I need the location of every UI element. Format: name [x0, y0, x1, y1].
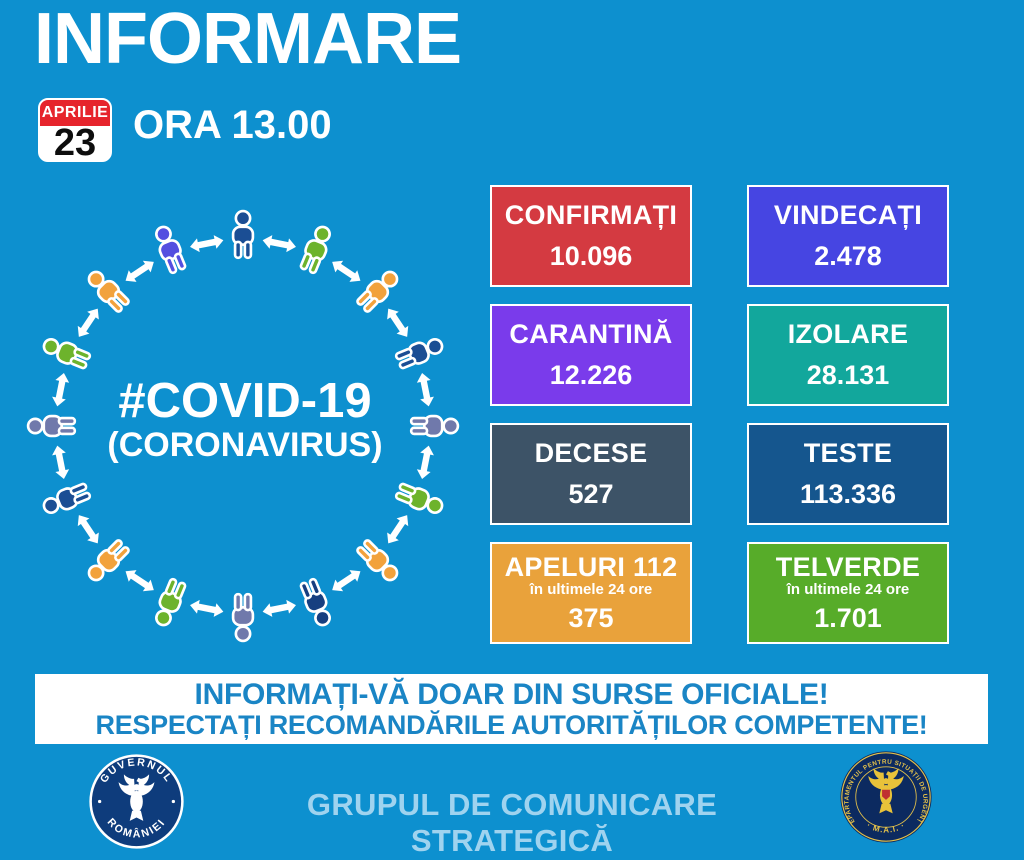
calendar-month: APRILIE — [40, 100, 110, 126]
person-icon — [356, 270, 399, 313]
coronavirus-label: (CORONAVIRUS) — [107, 426, 383, 465]
stat-sublabel: în ultimele 24 ore — [529, 580, 653, 598]
dsu-mai-logo: DEPARTAMENTUL PENTRU SITUAȚII DE URGENȚĂ… — [838, 749, 932, 843]
banner-line-2: RESPECTAȚI RECOMANDĂRILE AUTORITĂȚILOR C… — [95, 709, 928, 740]
stat-sublabel: în ultimele 24 ore — [786, 580, 910, 598]
time-label: ORA 13.00 — [133, 103, 332, 147]
stat-value: 113.336 — [799, 479, 897, 509]
stat-value: 375 — [568, 602, 614, 633]
double-arrow-icon — [262, 599, 296, 617]
person-icon — [299, 577, 331, 627]
stat-box: CONFIRMAȚI 10.096 — [490, 185, 692, 287]
person-icon — [155, 577, 187, 627]
double-arrow-icon — [52, 373, 70, 407]
person-icon — [155, 225, 187, 275]
stat-value: 2.478 — [814, 241, 882, 271]
double-arrow-icon — [190, 235, 224, 253]
person-icon — [356, 539, 399, 582]
person-icon — [87, 270, 130, 313]
person-icon — [394, 482, 444, 514]
double-arrow-icon — [387, 308, 409, 337]
dsu-logo-arc-bottom-text: · M.A.I. · — [865, 821, 906, 835]
stat-label: VINDECAȚI — [773, 200, 923, 230]
stat-box: IZOLARE 28.131 — [747, 304, 949, 406]
stat-box: TELVERDE în ultimele 24 ore 1.701 — [747, 542, 949, 644]
diagram-caption: #COVID-19 (CORONAVIRUS) — [10, 374, 480, 465]
person-icon — [42, 482, 92, 514]
stat-label: CARANTINĂ — [509, 319, 673, 349]
official-sources-banner: INFORMAȚI-VĂ DOAR DIN SURSE OFICIALE! RE… — [35, 674, 988, 744]
transmission-circle-diagram: #COVID-19 (CORONAVIRUS) — [10, 198, 480, 658]
double-arrow-icon — [262, 235, 296, 253]
double-arrow-icon — [190, 599, 224, 617]
stat-box: APELURI 112 în ultimele 24 ore 375 — [490, 542, 692, 644]
calendar-day: 23 — [40, 124, 110, 160]
double-arrow-icon — [332, 570, 361, 592]
stat-box: TESTE 113.336 — [747, 423, 949, 525]
stat-label: DECESE — [534, 438, 648, 468]
double-arrow-icon — [416, 445, 434, 479]
person-icon — [26, 414, 77, 438]
stat-value: 10.096 — [549, 241, 633, 271]
stat-value: 527 — [568, 479, 614, 509]
double-arrow-icon — [125, 570, 154, 592]
stat-label: IZOLARE — [787, 319, 909, 349]
stat-label: APELURI 112 — [504, 552, 678, 583]
gold-eagle-crest-icon — [868, 768, 904, 814]
person-icon — [87, 539, 130, 582]
page-title: INFORMARE — [34, 0, 462, 79]
banner-line-1: INFORMAȚI-VĂ DOAR DIN SURSE OFICIALE! — [194, 677, 829, 711]
person-icon — [409, 414, 460, 438]
calendar-date-icon: APRILIE 23 — [38, 98, 112, 162]
stat-box: VINDECAȚI 2.478 — [747, 185, 949, 287]
svg-text:· M.A.I. ·: · M.A.I. · — [865, 821, 907, 835]
stat-value: 1.701 — [814, 602, 882, 633]
person-icon — [231, 209, 255, 260]
double-arrow-icon — [77, 515, 99, 544]
double-arrow-icon — [77, 308, 99, 337]
double-arrow-icon — [125, 260, 154, 282]
people-circle-icon — [26, 209, 460, 643]
stat-box: DECESE 527 — [490, 423, 692, 525]
person-icon — [231, 592, 255, 643]
stats-grid: CONFIRMAȚI 10.096 VINDECAȚI 2.478 CARANT… — [490, 185, 949, 644]
stat-value: 28.131 — [806, 360, 890, 390]
guvernul-romaniei-logo: GUVERNUL ROMÂNIEI — [89, 754, 184, 849]
double-arrow-icon — [332, 260, 361, 282]
stat-box: CARANTINĂ 12.226 — [490, 304, 692, 406]
double-arrow-icon — [416, 373, 434, 407]
stat-label: CONFIRMAȚI — [504, 200, 678, 230]
double-arrow-icon — [387, 515, 409, 544]
covid-hashtag: #COVID-19 — [118, 374, 372, 428]
person-icon — [394, 338, 444, 370]
footer-text: GRUPUL DE COMUNICARE STRATEGICĂ — [306, 787, 718, 858]
person-icon — [42, 338, 92, 370]
person-icon — [299, 225, 331, 275]
stat-value: 12.226 — [549, 360, 633, 390]
double-arrow-icon — [52, 445, 70, 479]
stat-label: TESTE — [803, 438, 893, 468]
stat-label: TELVERDE — [775, 552, 921, 583]
eagle-crest-icon — [118, 774, 155, 821]
